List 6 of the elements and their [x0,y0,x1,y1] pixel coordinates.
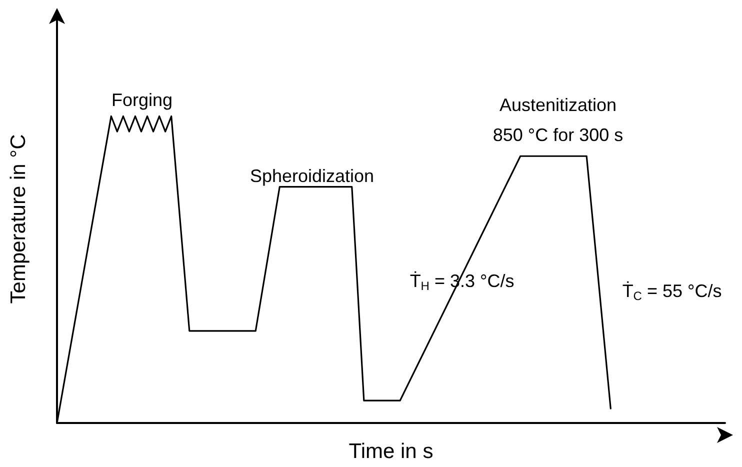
annotation: 850 °C for 300 s [492,125,624,145]
text: Austenitization [499,95,617,115]
annotation: Spheroidization [250,166,374,186]
text: Forging [111,90,173,110]
y-axis-title: Temperature in °C [7,134,30,304]
x-axis-title: Time in s [348,440,434,463]
